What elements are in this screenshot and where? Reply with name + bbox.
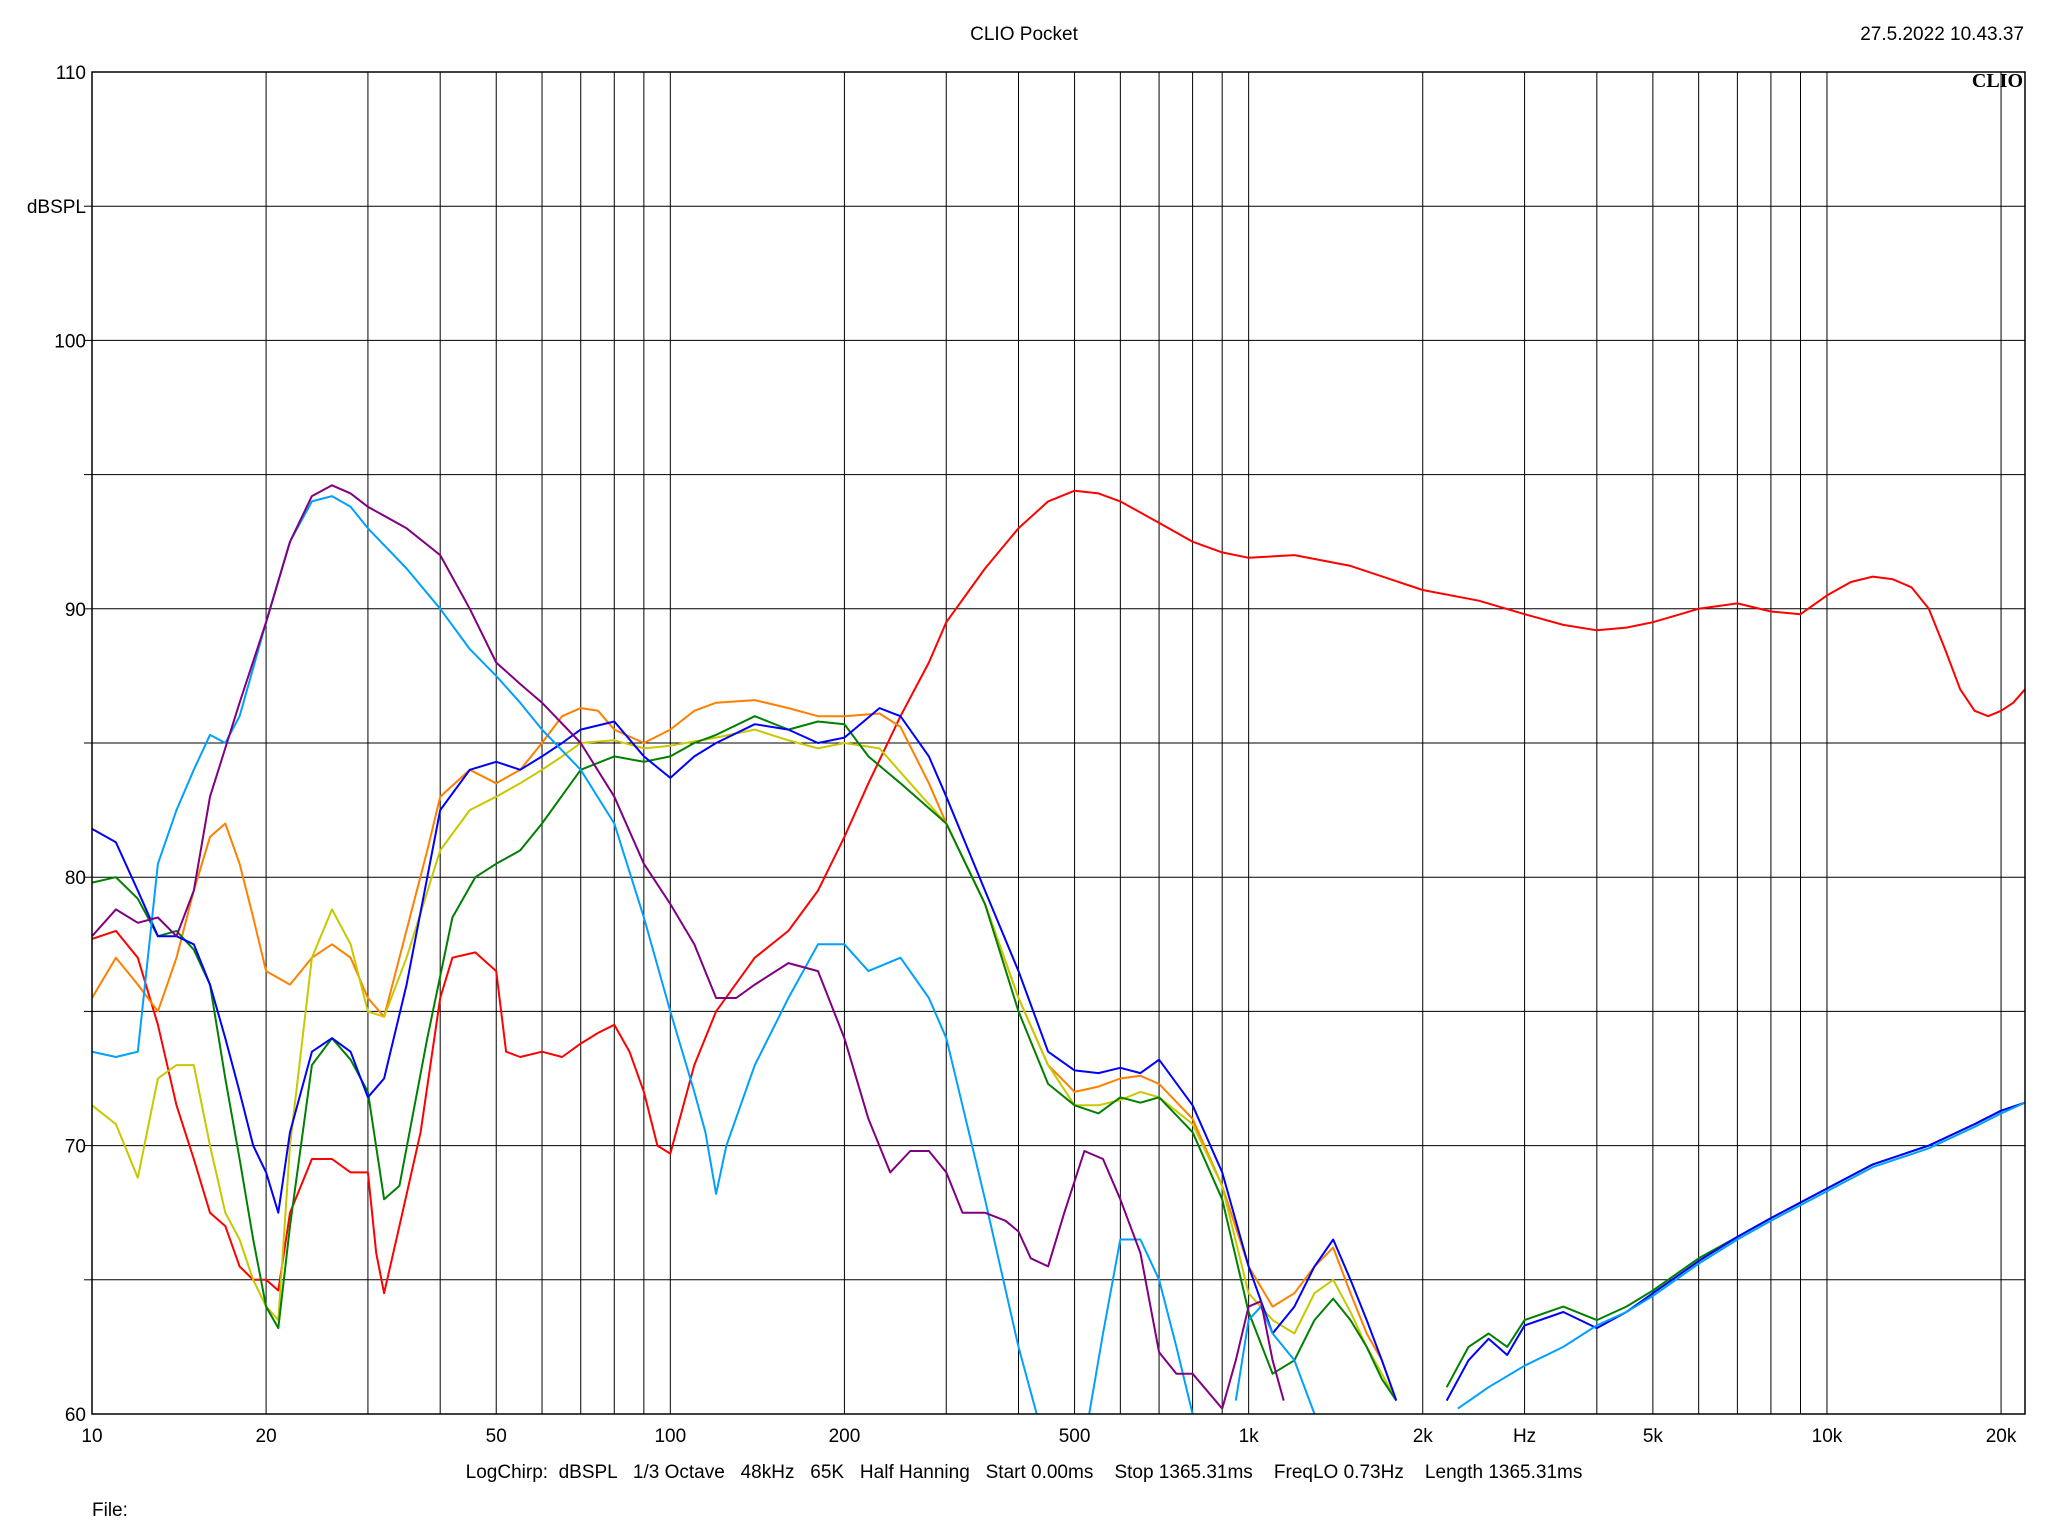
series-line: [1088, 1238, 1194, 1414]
clio-logo: CLIO: [1972, 70, 2023, 92]
x-tick-label: 2k: [1413, 1426, 1434, 1447]
timestamp: 27.5.2022 10.43.37: [1860, 24, 2024, 45]
grid: [84, 72, 2025, 1414]
y-tick-label: 100: [54, 331, 86, 352]
series-line: [92, 495, 1038, 1414]
y-tick-label: 60: [65, 1405, 86, 1426]
plot-series: [92, 484, 2025, 1414]
series-line: [92, 728, 1398, 1402]
y-axis-label: dBSPL: [27, 197, 86, 218]
series-line: [1445, 1101, 2025, 1402]
x-tick-labels: 10 20 50 100 200 500 1k 2k 5k 10k 20k: [81, 1426, 2016, 1447]
x-tick-label: 20k: [1986, 1426, 2017, 1447]
series-line: [1234, 1305, 1316, 1414]
series-line: [1457, 1101, 2025, 1410]
x-tick-label: 200: [829, 1426, 861, 1447]
x-tick-label: 10k: [1812, 1426, 1843, 1447]
plot-border: [91, 71, 2026, 1415]
y-tick-label: 90: [65, 600, 86, 621]
series-line: [92, 715, 1398, 1402]
series-line: [92, 484, 1285, 1410]
x-axis-label: Hz: [1513, 1426, 1536, 1447]
file-label: File:: [92, 1500, 128, 1521]
chart-title: CLIO Pocket: [970, 24, 1078, 45]
x-tick-label: 1k: [1239, 1426, 1260, 1447]
measurement-info: LogChirp: dBSPL 1/3 Octave 48kHz 65K Hal…: [465, 1462, 1583, 1483]
series-line: [92, 699, 1398, 1401]
y-tick-labels: 60 70 80 90 100 110: [54, 63, 86, 1426]
x-tick-label: 5k: [1643, 1426, 1664, 1447]
x-tick-label: 10: [81, 1426, 102, 1447]
x-tick-label: 100: [654, 1426, 686, 1447]
x-tick-label: 20: [256, 1426, 277, 1447]
series-line: [92, 707, 1398, 1401]
series-line: [92, 489, 2025, 1295]
x-tick-label: 50: [486, 1426, 507, 1447]
y-tick-label: 110: [56, 63, 86, 84]
y-tick-label: 70: [65, 1137, 86, 1158]
y-tick-label: 80: [65, 868, 86, 889]
x-tick-label: 500: [1059, 1426, 1091, 1447]
